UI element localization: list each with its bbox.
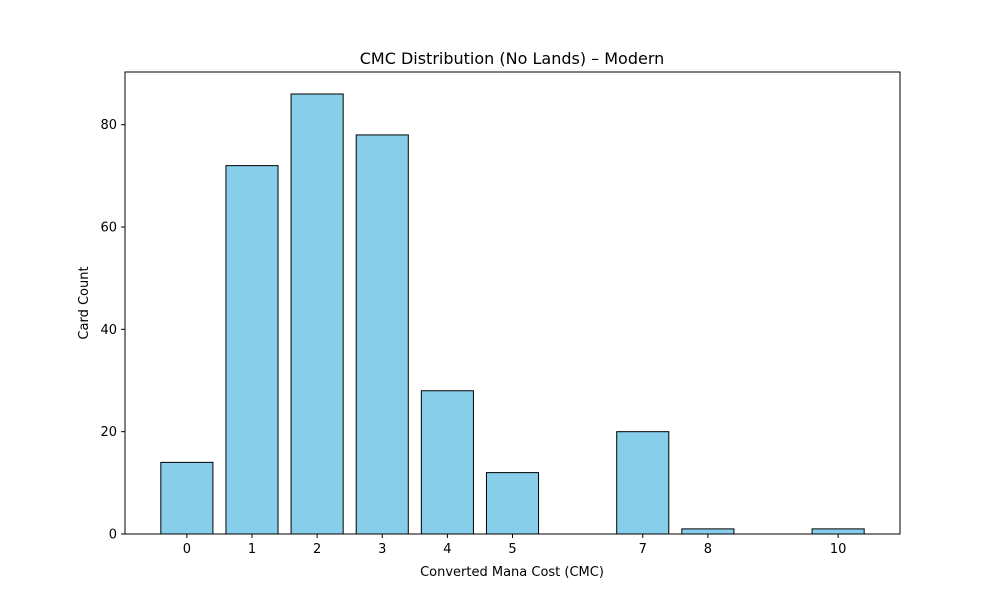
x-tick-label: 3: [378, 542, 386, 557]
y-tick-label: 0: [109, 528, 117, 543]
x-axis-ticks: 0 1 2 3 4 5 7 8 10: [183, 534, 847, 557]
bar-cmc-8: [681, 528, 735, 535]
y-tick-label: 20: [100, 425, 117, 440]
bar-cmc-2: [290, 93, 344, 535]
y-tick-label: 40: [100, 323, 117, 338]
chart-title: CMC Distribution (No Lands) – Modern: [360, 49, 665, 68]
x-tick-label: 0: [183, 542, 191, 557]
bar-cmc-1: [225, 165, 279, 535]
x-tick-label: 1: [248, 542, 256, 557]
x-tick-label: 2: [313, 542, 321, 557]
x-tick-label: 8: [704, 542, 712, 557]
y-tick-label: 60: [100, 221, 117, 236]
x-axis-label: Converted Mana Cost (CMC): [420, 565, 604, 580]
y-tick-label: 80: [100, 118, 117, 133]
x-tick-label: 10: [830, 542, 847, 557]
bar-cmc-7: [616, 431, 670, 535]
x-tick-label: 5: [508, 542, 516, 557]
bar-cmc-4: [420, 390, 474, 535]
bar-cmc-10: [811, 528, 865, 535]
bar-cmc-3: [355, 134, 409, 535]
plot-frame: [124, 71, 901, 535]
bars-group: [160, 93, 865, 535]
bar-cmc-0: [160, 461, 214, 535]
bar-cmc-5: [485, 472, 540, 535]
x-tick-label: 4: [443, 542, 451, 557]
y-axis-ticks: 0 20 40 60 80: [100, 118, 125, 543]
x-tick-label: 7: [639, 542, 647, 557]
y-axis-label: Card Count: [77, 266, 92, 339]
